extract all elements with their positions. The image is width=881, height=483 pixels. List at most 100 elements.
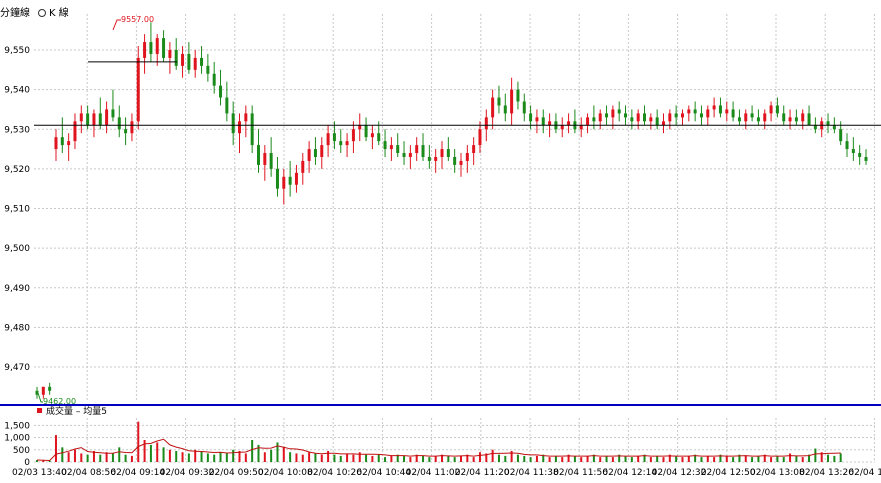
volume-bar (409, 457, 412, 462)
x-tick-label: 02/04 09:32 (160, 468, 215, 478)
candle (421, 133, 425, 161)
candle (117, 105, 121, 138)
candle-body (636, 113, 640, 122)
candle (244, 105, 248, 138)
candle (212, 61, 216, 94)
candle (427, 145, 431, 169)
candle-body (839, 129, 843, 142)
volume-bar (649, 457, 652, 462)
candle-body (339, 141, 343, 146)
x-tick-label: 02/04 11:38 (504, 468, 559, 478)
candle-body (617, 109, 621, 114)
candle (725, 101, 729, 122)
candle (231, 101, 235, 146)
candle (358, 113, 362, 142)
candle (275, 156, 279, 197)
candle-body (630, 117, 634, 122)
candle-body (807, 113, 811, 126)
candle (408, 145, 412, 169)
volume-bar (238, 451, 241, 462)
candle-body (86, 113, 90, 126)
candle-body (117, 117, 121, 130)
volume-bar (554, 455, 557, 462)
volume-bar (510, 451, 513, 462)
candle (845, 133, 849, 157)
volume-bar (295, 453, 298, 462)
volume-bar (244, 453, 247, 462)
volume-bar (346, 453, 349, 462)
candle-body (624, 113, 628, 118)
candle-body (200, 57, 204, 66)
annotations: 9557.00 9462.00 (37, 15, 154, 406)
candle (389, 137, 393, 161)
candle-body (149, 42, 153, 54)
candle (351, 121, 355, 154)
candle-body (124, 129, 128, 134)
volume-bar (523, 455, 526, 462)
candle-body (181, 53, 185, 66)
candle-body (605, 113, 609, 118)
candle (307, 141, 311, 173)
candle-body (269, 153, 273, 169)
tab-tick-chart[interactable]: 分鐘線 (0, 4, 30, 19)
candle (801, 109, 805, 130)
candle (706, 105, 710, 126)
candle (294, 164, 298, 193)
candle-body (680, 113, 684, 118)
volume-bar (422, 455, 425, 462)
x-tick-label: 02/04 12:32 (652, 468, 707, 478)
price-tick-label: 9,550 (4, 46, 30, 56)
price-grid (34, 14, 875, 400)
candle-body (427, 156, 431, 161)
volume-bar (611, 457, 614, 462)
x-tick-label: 02/04 10:08 (258, 468, 313, 478)
candle-body (459, 160, 463, 165)
volume-bar (352, 454, 355, 462)
volume-bar (808, 454, 811, 462)
candle-body (478, 129, 482, 146)
candle (737, 109, 741, 126)
candle-body (763, 113, 767, 122)
volume-bar (86, 454, 89, 462)
candle (775, 97, 779, 118)
candle (446, 137, 450, 161)
volume-bar (630, 457, 633, 462)
tab-k-chart[interactable]: K 線 (38, 4, 69, 19)
x-tick-label: 02/04 10:26 (307, 468, 362, 478)
candle-body (446, 149, 450, 157)
x-tick-label: 02/04 10:44 (356, 468, 411, 478)
candle-body (48, 386, 52, 391)
volume-bar (232, 449, 235, 462)
volume-bar (390, 455, 393, 462)
candle-body (219, 85, 223, 98)
candle-body (858, 153, 862, 157)
candle (668, 109, 672, 130)
candle (256, 129, 260, 173)
volume-bar (200, 451, 203, 462)
candle-body (579, 125, 583, 130)
candle-body (168, 50, 172, 58)
volume-bar (567, 454, 570, 462)
volume-bar (149, 444, 152, 462)
candle-body (415, 145, 419, 154)
candle (181, 46, 185, 78)
candle-body (105, 109, 109, 126)
volume-bar (301, 454, 304, 462)
volume-bar (586, 455, 589, 462)
high-pointer (112, 19, 121, 31)
volume-bar (308, 452, 311, 462)
volume-y-axis: 1,500 1,000 500 0 (4, 421, 30, 468)
candle-body (535, 117, 539, 122)
candle-body (275, 168, 279, 189)
price-tick-label: 9,530 (4, 125, 30, 135)
volume-bar (225, 453, 228, 462)
tab-tick-label: 分鐘線 (0, 8, 30, 19)
candle (756, 109, 760, 126)
candle-body (174, 50, 178, 66)
low-price-label: 9462.00 (43, 397, 76, 406)
volume-tick-label: 0 (24, 458, 30, 468)
volume-bar (54, 435, 57, 462)
volume-bar (789, 453, 792, 462)
candle-body (864, 156, 868, 161)
